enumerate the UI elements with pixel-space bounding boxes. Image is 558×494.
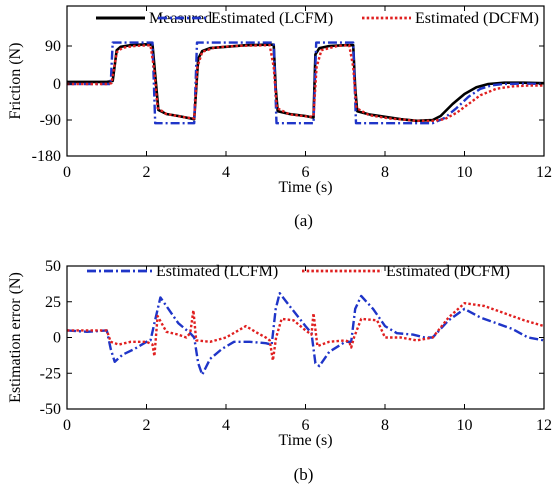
chart-b-series-estimated-dcfm [67,302,544,362]
chart-b-y-tick-label: 50 [45,258,61,275]
chart-a-series-measured [67,43,544,123]
chart-a-plot-frame [66,5,545,157]
chart-b-x-tick-label: 6 [302,417,310,434]
chart-a-x-tick-label: 8 [381,164,389,181]
chart-b-x-tick-label: 12 [536,417,552,434]
chart-b-plot-frame [66,265,545,410]
chart-b-x-tick-label: 4 [222,417,230,434]
chart-a-y-tick-label: -180 [32,148,61,165]
chart-b-x-axis-label: Time (s) [278,432,332,449]
chart-b-series-estimated-lcfm [67,292,544,376]
chart-b-y-tick-label: 0 [53,330,61,347]
chart-a-caption: (a) [294,211,313,230]
chart-b-x-tick-label: 10 [457,417,473,434]
chart-a-legend-label: Estimated (LCFM) [211,10,333,27]
chart-b-x-tick-label: 0 [63,417,71,434]
chart-b-y-tick-label: -50 [40,401,61,418]
chart-a-x-axis-label: Time (s) [278,179,332,196]
chart-b-y-tick-label: 25 [45,294,61,311]
chart-a-y-axis-label: Friction (N) [7,43,24,120]
chart-b-x-tick-label: 2 [143,417,151,434]
chart-b-x-tick-label: 8 [381,417,389,434]
chart-b-caption: (b) [294,465,314,484]
chart-a-legend-label: Estimated (DCFM) [415,10,539,27]
chart-a-x-tick-label: 12 [536,164,552,181]
chart-b: 0 2 4 6 8 10 12 50 25 0 -25 -50 Time (s) Estimation e… [7,258,552,484]
chart-a-x-tick-label: 6 [302,164,310,181]
chart-a-y-tick-label: 0 [53,76,61,93]
chart-a-x-tick-label: 2 [143,164,151,181]
chart-a-series-estimated-dcfm [67,44,544,122]
chart-a-x-tick-label: 0 [63,164,71,181]
chart-a-y-tick-label: -90 [40,112,61,129]
chart-b-legend-label: Estimated (LCFM) [156,263,278,280]
chart-a-x-tick-label: 10 [457,164,473,181]
chart-a-x-tick-label: 4 [222,164,230,181]
chart-a-series-estimated-lcfm [67,41,544,125]
chart-a-y-tick-label: 90 [45,38,61,55]
chart-b-y-axis-label: Estimation error (N) [7,272,24,403]
chart-b-y-tick-label: -25 [40,365,61,382]
chart-b-legend-label: Estimated (DCFM) [386,263,510,280]
